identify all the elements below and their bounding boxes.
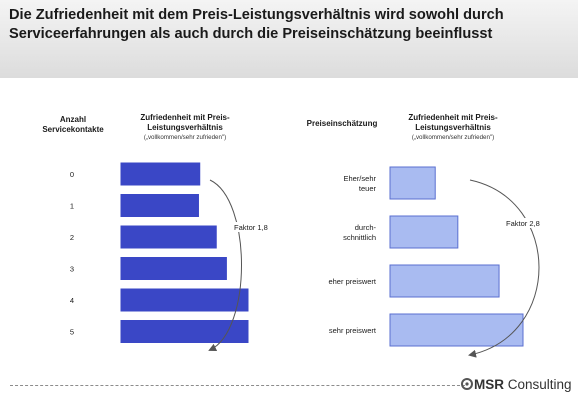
- category-label-line: 4: [70, 296, 74, 305]
- category-label: 0: [70, 170, 74, 179]
- chart-title-line: Zufriedenheit mit Preis-: [140, 113, 230, 122]
- chart-title-line: Leistungsverhältnis: [147, 123, 223, 132]
- category-label-line: 0: [70, 170, 74, 179]
- bar: [120, 162, 201, 186]
- category-label-line: 1: [70, 202, 74, 211]
- factor-arrow: [208, 179, 242, 352]
- category-header-line: Preiseinschätzung: [307, 119, 378, 128]
- category-label: durch-schnittlich: [343, 223, 376, 242]
- chart-subtitle: („vollkommen/sehr zufrieden"): [412, 134, 494, 141]
- chart-title-line: Zufriedenheit mit Preis-: [408, 113, 498, 122]
- category-label-line: teuer: [359, 184, 377, 193]
- category-label-line: sehr preiswert: [329, 326, 377, 335]
- bar: [389, 166, 436, 200]
- logo-bold-text: MSR: [474, 377, 504, 392]
- category-label: 3: [70, 265, 74, 274]
- category-label: 1: [70, 202, 74, 211]
- category-header-line: Anzahl: [60, 115, 86, 124]
- bar: [120, 320, 249, 343]
- factor-arrow: [468, 179, 540, 358]
- bar: [120, 257, 227, 280]
- bar: [389, 313, 524, 347]
- bar: [389, 264, 500, 298]
- chart-subtitle: („vollkommen/sehr zufrieden"): [144, 134, 226, 141]
- category-label-line: 3: [70, 265, 74, 274]
- annotation-backing: [505, 218, 547, 228]
- category-label: eher preiswert: [328, 277, 376, 286]
- header-band: Die Zufriedenheit mit dem Preis-Leistung…: [0, 0, 578, 78]
- category-label-line: durch-: [355, 223, 377, 232]
- category-label: sehr preiswert: [329, 326, 377, 335]
- category-label: 5: [70, 328, 74, 337]
- msr-consulting-logo: MSR Consulting: [461, 377, 572, 392]
- factor-annotation: Faktor 2,8: [506, 219, 540, 228]
- category-label-line: 2: [70, 233, 74, 242]
- category-header-line: Servicekontakte: [42, 125, 104, 134]
- bar: [120, 288, 249, 312]
- annotation-backing: [233, 222, 275, 232]
- logo-mark-icon: [461, 378, 473, 390]
- category-header: Anzahl Servicekontakte: [42, 115, 104, 134]
- chart-price-perception: Preiseinschätzung Zufriedenheit mit Preis…: [307, 113, 547, 358]
- chart-service-contacts: Anzahl Servicekontakte Zufriedenheit mit P…: [42, 113, 275, 352]
- bar: [389, 215, 459, 249]
- bar: [120, 225, 217, 249]
- footer-divider: [10, 385, 465, 386]
- factor-annotation: Faktor 1,8: [234, 223, 268, 232]
- category-label-line: eher preiswert: [328, 277, 376, 286]
- category-label-line: schnittlich: [343, 233, 376, 242]
- chart-title-line: Leistungsverhältnis: [415, 123, 491, 132]
- category-label-line: Eher/sehr: [343, 174, 376, 183]
- chart-title: Zufriedenheit mit Preis-Leistungsverhält…: [408, 113, 498, 132]
- category-label: 2: [70, 233, 74, 242]
- chart-title: Zufriedenheit mit Preis-Leistungsverhält…: [140, 113, 230, 132]
- category-label: Eher/sehr teuer: [343, 174, 376, 193]
- bar: [120, 194, 199, 217]
- category-label: 4: [70, 296, 74, 305]
- logo-rest-text: Consulting: [504, 377, 572, 392]
- category-header: Preiseinschätzung: [307, 119, 378, 128]
- page-title: Die Zufriedenheit mit dem Preis-Leistung…: [9, 7, 504, 42]
- category-label-line: 5: [70, 328, 74, 337]
